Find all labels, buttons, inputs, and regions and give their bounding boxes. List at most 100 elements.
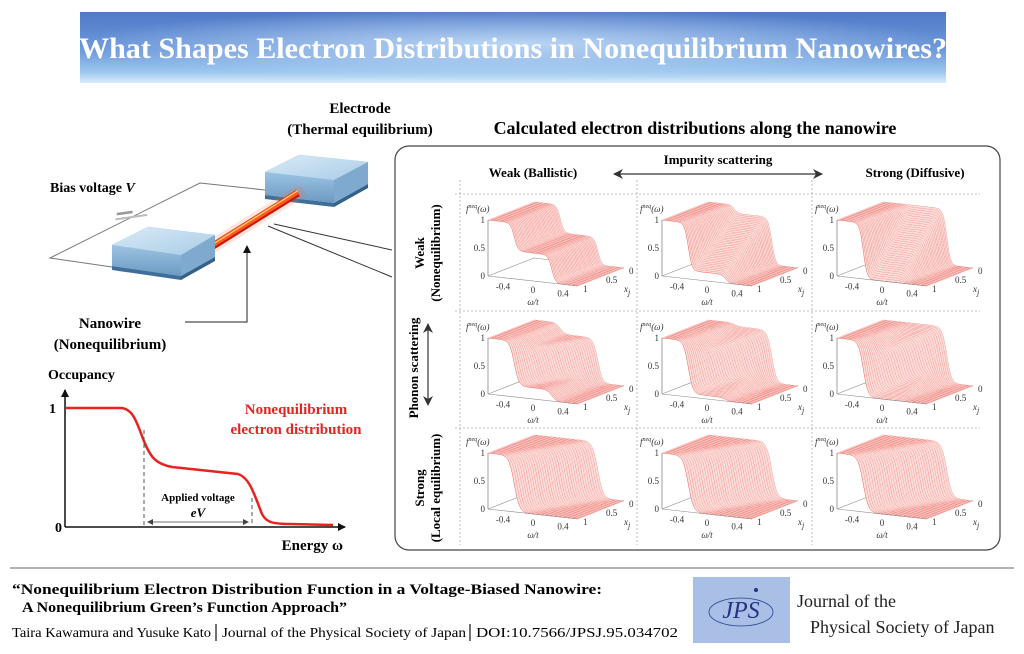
surface-strip (860, 210, 952, 277)
omega-tick: 0 (531, 518, 536, 528)
svg-text:Weak: Weak (412, 236, 427, 269)
surface-strip (672, 333, 764, 400)
surface-line (866, 208, 957, 275)
surface-strip (860, 443, 952, 510)
electrode-label: Electrode (329, 101, 391, 117)
surface-line (839, 336, 930, 404)
x-tick: 1 (757, 284, 762, 294)
surface-strip (502, 214, 594, 281)
surface-line (868, 207, 959, 274)
x-tick: 0.5 (780, 275, 792, 285)
surface-strip (678, 446, 770, 513)
journal-name-line-1: Journal of the (797, 591, 896, 611)
surface-strip (691, 441, 783, 508)
surface-strip (677, 446, 769, 513)
x-tick: 0 (978, 266, 983, 276)
omega-tick: 0 (531, 285, 536, 295)
x-tick: 0 (978, 384, 983, 394)
legend-line-1: Nonequilibrium (245, 402, 348, 418)
z-tick: 0 (481, 504, 486, 514)
x-tick: 0.5 (955, 508, 967, 518)
surface-strip (526, 204, 618, 271)
surface-line (696, 206, 787, 273)
z-tick: 0 (830, 504, 835, 514)
omega-axis-label: ω/t (527, 415, 539, 425)
z-tick: 0 (830, 389, 835, 399)
distribution-curve (66, 406, 334, 527)
omega-tick: -0.4 (845, 515, 860, 525)
omega-tick: 0 (705, 285, 710, 295)
z-tick: 1 (830, 215, 835, 225)
x-tick: 0.5 (955, 275, 967, 285)
z-tick: 0 (655, 504, 660, 514)
bias-voltage-label: Bias voltage V (50, 181, 136, 196)
x-tick: 0 (629, 499, 634, 509)
surface-line (699, 205, 790, 272)
surface-line (664, 451, 755, 519)
surface-strip (500, 214, 593, 281)
surface-strip (493, 217, 585, 284)
surface-strip (685, 443, 777, 510)
results-panel: Calculated electron distributions along … (394, 118, 1001, 551)
col-header-weak: Weak (Ballistic) (489, 165, 577, 180)
x-axis-label: xj (623, 402, 631, 415)
surface-strip (509, 329, 601, 396)
omega-axis-label: ω/t (701, 415, 713, 425)
surface-strip (858, 444, 950, 511)
surface-strip (528, 203, 621, 270)
surface-strip (514, 209, 607, 276)
surface-strip (503, 446, 595, 513)
x-tick: 0.5 (606, 508, 618, 518)
omega-tick: 0 (705, 518, 710, 528)
surface-strip (509, 444, 601, 511)
z-tick: 1 (830, 333, 835, 343)
surface-strip (852, 446, 944, 513)
ev-label: eV (191, 505, 207, 520)
surface-strip (683, 444, 775, 511)
svg-text:Strong: Strong (412, 469, 427, 507)
surface-line (838, 219, 929, 286)
omega-tick: 0.4 (557, 521, 569, 531)
z-axis-label: fneq(ω) (640, 322, 664, 332)
surface-strip (518, 207, 610, 274)
z-tick: 0.5 (648, 243, 660, 253)
surface-line (704, 321, 795, 388)
z-tick: 1 (830, 448, 835, 458)
distribution-panel-r1-c2: fneq(ω) 0 0.5 1 -0.4 0 0.4 ω/t 1 0.5 0 xj (640, 201, 808, 307)
svg-text:(Nonequilibrium): (Nonequilibrium) (428, 204, 443, 302)
surface-strip (532, 202, 624, 269)
z-tick: 0.5 (823, 476, 835, 486)
omega-axis-label: ω/t (527, 530, 539, 540)
surface-strip (683, 211, 775, 278)
nanowire-label: Nanowire (79, 316, 142, 332)
surface-line (861, 328, 952, 395)
surface-strip (690, 441, 782, 508)
svg-text:(Local equilibrium): (Local equilibrium) (428, 434, 443, 543)
z-tick: 0.5 (474, 361, 486, 371)
surface-line (867, 325, 958, 393)
x-tick: 0.5 (606, 275, 618, 285)
phonon-scattering-label: Phonon scattering (406, 317, 421, 418)
surface-line (868, 325, 959, 392)
omega-axis (836, 508, 928, 520)
surface-strip (863, 442, 956, 509)
surface-strip (688, 442, 781, 509)
callout-line (273, 223, 393, 251)
x-axis-label: xj (797, 402, 805, 415)
z-tick: 0.5 (474, 476, 486, 486)
x-tick: 0 (803, 384, 808, 394)
callout-line (267, 225, 393, 278)
row-header-weak: Weak (Nonequilibrium) (412, 204, 443, 302)
surface-line (844, 449, 935, 517)
surface-strip (851, 332, 943, 399)
z-tick: 1 (655, 448, 660, 458)
x-axis-label: xj (623, 517, 631, 530)
x-tick: 1 (583, 517, 588, 527)
surface-strip (516, 208, 608, 275)
x-axis-label: xj (797, 284, 805, 297)
x-tick: 0.5 (780, 393, 792, 403)
x-tick: 0 (803, 499, 808, 509)
surface-line (844, 334, 935, 402)
surface-strip (531, 202, 623, 269)
